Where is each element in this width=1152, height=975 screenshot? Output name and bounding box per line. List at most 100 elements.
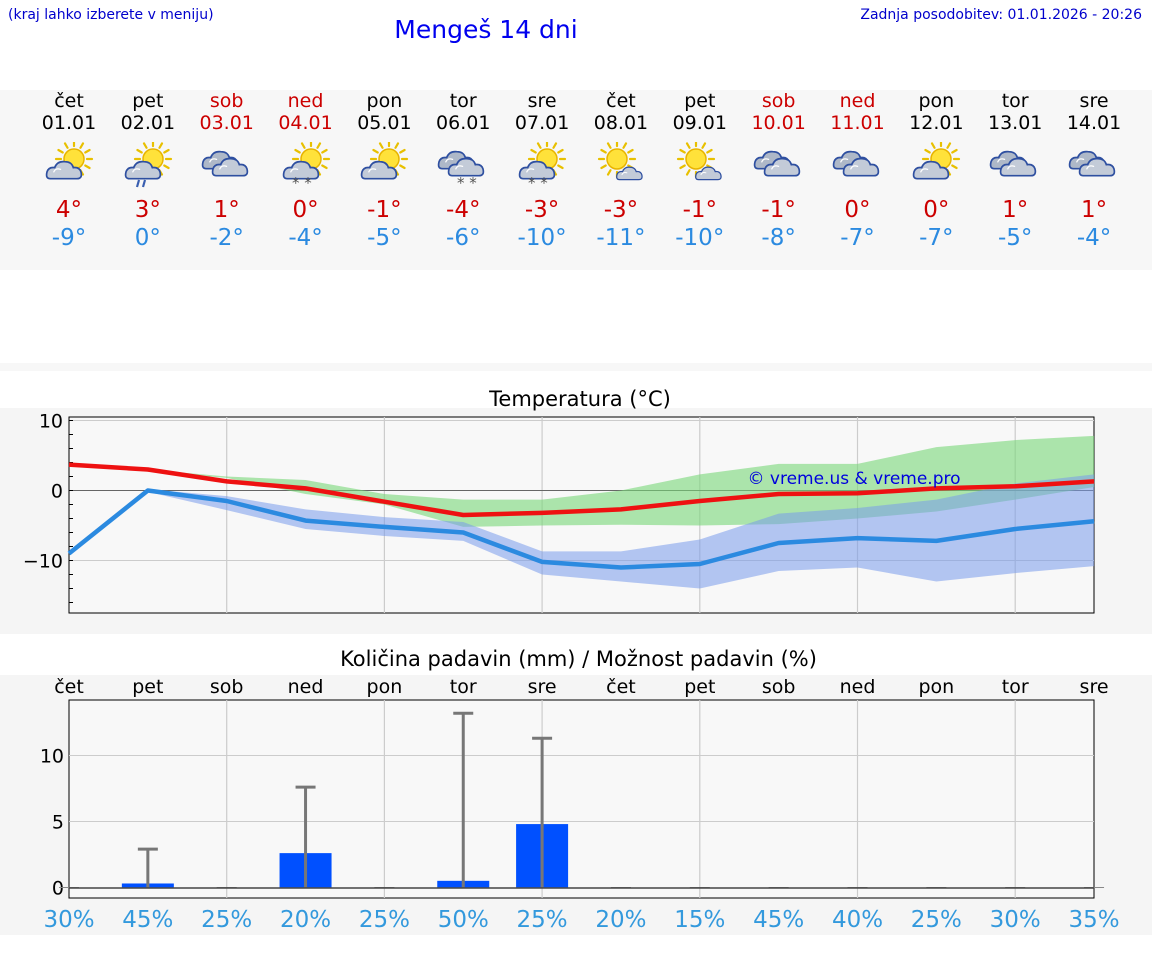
max-temperature: 1°: [1002, 197, 1029, 223]
min-temperature: -11°: [596, 225, 646, 251]
location-hint: (kraj lahko izberete v meniju): [8, 7, 214, 23]
page-title: Mengeš 14 dni: [394, 15, 578, 44]
max-range-band: [69, 435, 1095, 527]
precipitation-chance: 40%: [832, 907, 883, 933]
precipitation-chart-title: Količina padavin (mm) / Možnost padavin …: [340, 647, 817, 671]
min-temperature: 0°: [134, 225, 161, 251]
precipitation-chance: 45%: [122, 907, 173, 933]
day-name: čet: [54, 90, 84, 112]
day-label: sre: [528, 676, 557, 698]
day-date: 09.01: [672, 112, 727, 134]
min-temperature: -10°: [675, 225, 725, 251]
max-temperature: -3°: [524, 197, 560, 223]
last-updated: Zadnja posodobitev: 01.01.2026 - 20:26: [860, 7, 1142, 23]
max-temperature: 3°: [134, 197, 161, 223]
forecast-day: ned 04.01 * * 0° -4°: [266, 90, 346, 252]
day-name: tor: [449, 90, 477, 112]
day-name: pet: [684, 90, 716, 112]
day-label: čet: [54, 676, 84, 698]
precipitation-chance: 35%: [1068, 907, 1119, 933]
forecast-day: sob 03.01 1° -2°: [187, 90, 267, 252]
day-name: sob: [761, 90, 796, 112]
day-label: sob: [762, 676, 796, 698]
min-temperature: -5°: [997, 225, 1033, 251]
mostly-sunny-icon: [676, 142, 722, 181]
min-temperature: -2°: [209, 225, 244, 251]
partly-cloudy-icon: [913, 142, 961, 180]
day-date: 11.01: [830, 112, 885, 134]
day-name: sob: [209, 90, 244, 112]
max-temperature: 1°: [213, 197, 240, 223]
partly-cloudy-rain-icon: [124, 142, 172, 188]
min-temperature: -8°: [761, 225, 796, 251]
forecast-day: tor 13.01 1° -5°: [975, 90, 1055, 252]
forecast-day: ned 11.01 0° -7°: [818, 90, 898, 252]
min-temperature: -7°: [840, 225, 875, 251]
forecast-day: pon 05.01 -1° -5°: [344, 90, 424, 252]
forecast-strip: čet 01.01 4° -9° pet 02.01 3° 0° sob 03.01 1° -2° ne…: [0, 90, 1152, 270]
day-date: 12.01: [909, 112, 964, 134]
day-name: pet: [132, 90, 164, 112]
day-label: ned: [288, 676, 324, 698]
min-temperature: -4°: [288, 225, 323, 251]
mostly-sunny-icon: [597, 142, 643, 181]
max-temperature: 4°: [55, 197, 83, 223]
day-date: 04.01: [278, 112, 333, 134]
precipitation-chance: 25%: [201, 907, 252, 933]
day-name: sre: [527, 90, 557, 112]
precipitation-chance: 20%: [280, 907, 331, 933]
y-tick-label: 0: [52, 877, 64, 899]
cloudy-icon: [753, 150, 800, 177]
temperature-chart: 10 0 −10 © vreme.us & vreme.pro: [23, 411, 1095, 614]
partly-cloudy-snow-icon: * *: [518, 142, 567, 190]
day-date: 13.01: [987, 112, 1043, 134]
forecast-day: čet 01.01 4° -9°: [29, 90, 109, 252]
max-temperature-line: [68, 462, 1095, 518]
max-temperature: -1°: [761, 197, 796, 223]
max-temperature: -1°: [682, 197, 718, 223]
day-name: čet: [606, 90, 636, 112]
day-date: 01.01: [41, 112, 97, 134]
max-temperature: 0°: [292, 197, 319, 223]
day-name: tor: [1001, 90, 1029, 112]
day-date: 05.01: [357, 112, 412, 134]
day-name: pon: [918, 90, 955, 112]
cloudy-icon: [1068, 150, 1116, 177]
min-temperature-line: [67, 488, 1095, 570]
cloudy-snow-icon: * *: [437, 150, 485, 190]
day-date: 07.01: [514, 112, 570, 134]
day-label: tor: [1002, 676, 1029, 698]
day-label: tor: [450, 676, 477, 698]
day-label: pon: [367, 676, 403, 698]
max-temperature: -1°: [367, 197, 402, 223]
y-tick-label: 10: [39, 411, 63, 433]
precipitation-chance: 45%: [753, 907, 804, 933]
forecast-day: sre 14.01 1° -4°: [1054, 90, 1134, 252]
forecast-day: pet 09.01 -1° -10°: [660, 90, 740, 252]
min-temperature: -5°: [367, 225, 402, 251]
partly-cloudy-snow-icon: * *: [282, 142, 330, 190]
max-temperature: -4°: [446, 197, 481, 223]
day-date: 08.01: [593, 112, 649, 134]
min-range-band: [69, 474, 1095, 589]
day-label: sob: [210, 676, 244, 698]
forecast-day: sob 10.01 -1° -8°: [739, 90, 819, 252]
day-name: pon: [366, 90, 403, 112]
max-temperature: -3°: [603, 197, 639, 223]
partly-cloudy-icon: [45, 142, 94, 180]
svg-text:* *: * *: [457, 174, 477, 190]
max-temperature: 1°: [1080, 197, 1108, 223]
precipitation-chance: 15%: [674, 907, 725, 933]
temperature-chart-title: Temperatura (°C): [489, 387, 671, 411]
day-name: ned: [287, 90, 324, 112]
precipitation-chance: 30%: [43, 907, 94, 933]
y-tick-label: 10: [40, 745, 64, 767]
day-label: sre: [1080, 676, 1109, 698]
day-name: ned: [839, 90, 876, 112]
day-label: čet: [606, 676, 636, 698]
forecast-day: sre 07.01 * * -3° -10°: [502, 90, 582, 252]
watermark: © vreme.us & vreme.pro: [747, 469, 960, 489]
cloudy-icon: [832, 150, 879, 177]
svg-text:* *: * *: [528, 174, 548, 190]
precipitation-chance: 50%: [438, 907, 489, 933]
